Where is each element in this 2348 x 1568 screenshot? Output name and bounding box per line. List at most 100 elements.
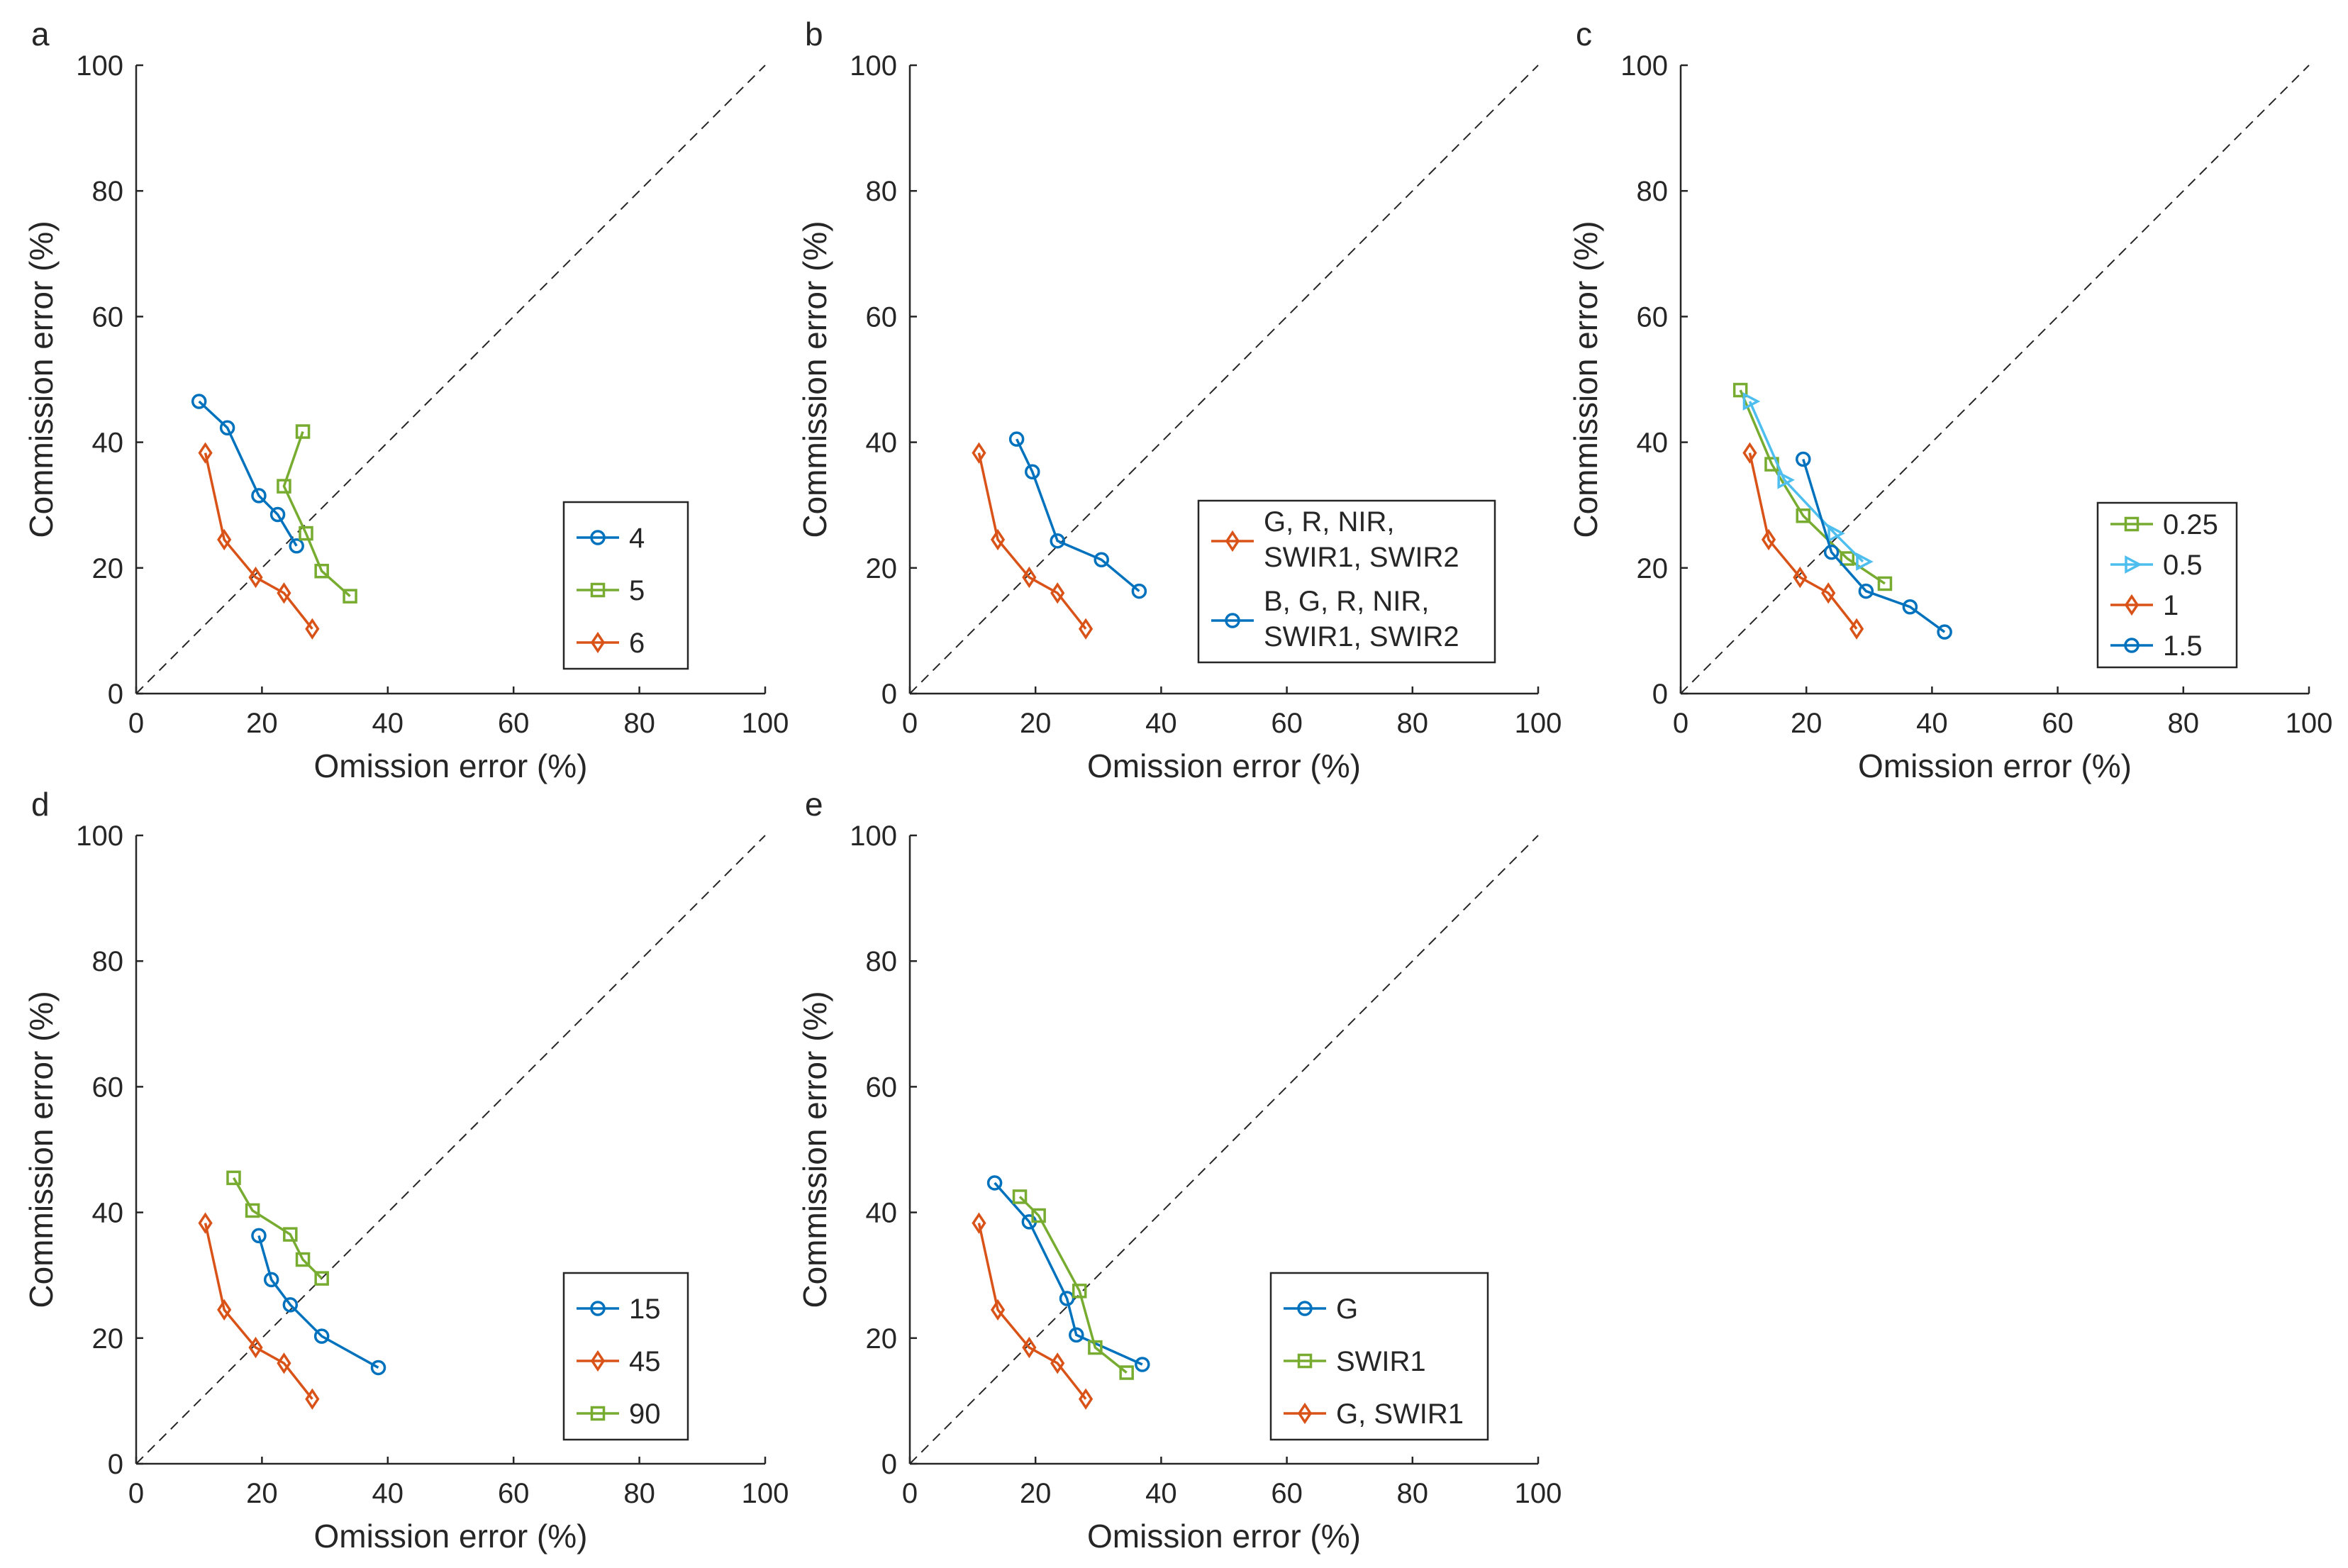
data-point	[1742, 442, 1757, 464]
data-point	[226, 1170, 241, 1186]
legend-label: 1	[2163, 590, 2179, 621]
y-axis-label: Commission error (%)	[23, 221, 60, 538]
data-point	[990, 528, 1006, 551]
data-point	[295, 424, 311, 439]
x-tick-label: 60	[2042, 708, 2074, 739]
data-point	[1059, 1291, 1075, 1306]
panel-d: d 0 20 40 60 80 100 0 20 40 60 80 100 Omission error …	[23, 786, 789, 1555]
data-point	[299, 526, 313, 541]
reference-diagonal-line	[909, 835, 1539, 1464]
data-point	[305, 618, 320, 640]
y-tick-label: 100	[1620, 50, 1668, 82]
series-6	[198, 442, 320, 640]
x-tick-label: 20	[1020, 708, 1052, 739]
x-tick-label: 20	[246, 708, 278, 739]
legend-swatch-marker	[1297, 1402, 1313, 1425]
panel-b: b 0 20 40 60 80 100 0 20 40 60 80 100 Omission error …	[796, 16, 1562, 784]
data-point	[277, 582, 291, 604]
y-tick-label: 0	[881, 679, 897, 710]
series-G	[986, 1175, 1150, 1372]
y-axis-label: Commission error (%)	[796, 221, 833, 538]
data-point	[251, 488, 267, 504]
x-tick-label: 80	[1397, 708, 1429, 739]
data-point	[263, 1272, 279, 1288]
legend-label: G, R, NIR,	[1264, 506, 1394, 538]
series-line	[1748, 401, 1864, 563]
x-tick-label: 60	[498, 1478, 530, 1509]
legend-label: SWIR1, SWIR2	[1264, 542, 1459, 573]
x-tick-label: 0	[902, 708, 918, 739]
y-tick-label: 80	[1637, 176, 1669, 207]
series-line	[282, 430, 351, 597]
y-tick-label: 100	[850, 821, 897, 852]
data-point	[986, 1175, 1003, 1191]
data-point	[313, 1328, 330, 1344]
data-point	[1902, 599, 1918, 615]
legend-swatch-marker	[590, 631, 606, 654]
legend-label: G, SWIR1	[1336, 1399, 1464, 1430]
data-point	[1761, 528, 1776, 551]
x-tick-label: 40	[1145, 708, 1177, 739]
y-tick-label: 60	[92, 1072, 124, 1103]
legend-swatch-marker	[1297, 1353, 1313, 1369]
panel-label: a	[31, 16, 50, 52]
reference-diagonal-line	[135, 835, 766, 1464]
data-point	[1823, 544, 1840, 560]
reference-diagonal-line	[909, 65, 1539, 694]
y-tick-label: 40	[92, 1198, 124, 1229]
y-tick-label: 80	[866, 176, 898, 207]
data-point	[198, 442, 213, 464]
data-point	[1025, 464, 1040, 479]
data-point	[251, 1228, 267, 1244]
legend-swatch-marker	[2124, 516, 2140, 532]
series-line	[1802, 459, 1946, 633]
series-G-SWIR1	[972, 1212, 1094, 1410]
series-1.5	[1796, 451, 1952, 640]
data-point	[295, 1252, 311, 1267]
legend-label: 45	[629, 1346, 661, 1377]
data-point	[217, 528, 232, 551]
y-axis-label: Commission error (%)	[1567, 221, 1604, 538]
x-tick-label: 80	[623, 708, 655, 739]
data-point	[314, 1271, 329, 1286]
y-tick-label: 100	[76, 50, 123, 82]
data-point	[1078, 618, 1094, 640]
data-point	[1119, 1365, 1134, 1380]
x-axis-label: Omission error (%)	[1087, 747, 1361, 784]
data-point	[1877, 576, 1893, 591]
series-SWIR1	[1012, 1189, 1134, 1380]
legend-label: 0.5	[2163, 550, 2203, 581]
data-point	[1856, 552, 1874, 571]
x-tick-label: 60	[1271, 1478, 1303, 1509]
y-tick-label: 40	[866, 428, 898, 459]
legend: 15 45 90	[562, 1272, 689, 1441]
legend-label: 15	[629, 1294, 661, 1325]
legend-label: 4	[629, 523, 645, 554]
y-tick-label: 60	[866, 1072, 898, 1103]
x-tick-label: 60	[1271, 708, 1303, 739]
legend: 4 5 6	[562, 501, 689, 670]
data-point	[1796, 508, 1811, 523]
data-point	[1849, 618, 1864, 640]
legend-label: 0.25	[2163, 509, 2218, 540]
data-point	[217, 1299, 232, 1321]
y-tick-label: 20	[92, 1323, 124, 1355]
data-point	[1777, 470, 1795, 489]
data-point	[1069, 1327, 1084, 1343]
data-point	[1078, 1388, 1094, 1410]
legend: 0.25 0.5 1 1.5	[2096, 501, 2238, 669]
legend: G, R, NIR, SWIR1, SWIR2 B, G, R, NIR, SWIR1…	[1197, 499, 1496, 664]
data-point	[1022, 566, 1037, 589]
x-tick-label: 100	[742, 1478, 789, 1509]
x-axis-label: Omission error (%)	[1087, 1518, 1361, 1555]
x-tick-label: 0	[128, 708, 144, 739]
x-axis-label: Omission error (%)	[314, 747, 588, 784]
legend-swatch-marker	[1225, 530, 1240, 552]
legend: G SWIR1 G, SWIR1	[1269, 1272, 1489, 1441]
y-tick-label: 100	[850, 50, 897, 82]
series-line	[1016, 438, 1140, 592]
data-point	[198, 1212, 213, 1234]
x-tick-label: 20	[1791, 708, 1823, 739]
legend-box	[562, 1272, 689, 1441]
